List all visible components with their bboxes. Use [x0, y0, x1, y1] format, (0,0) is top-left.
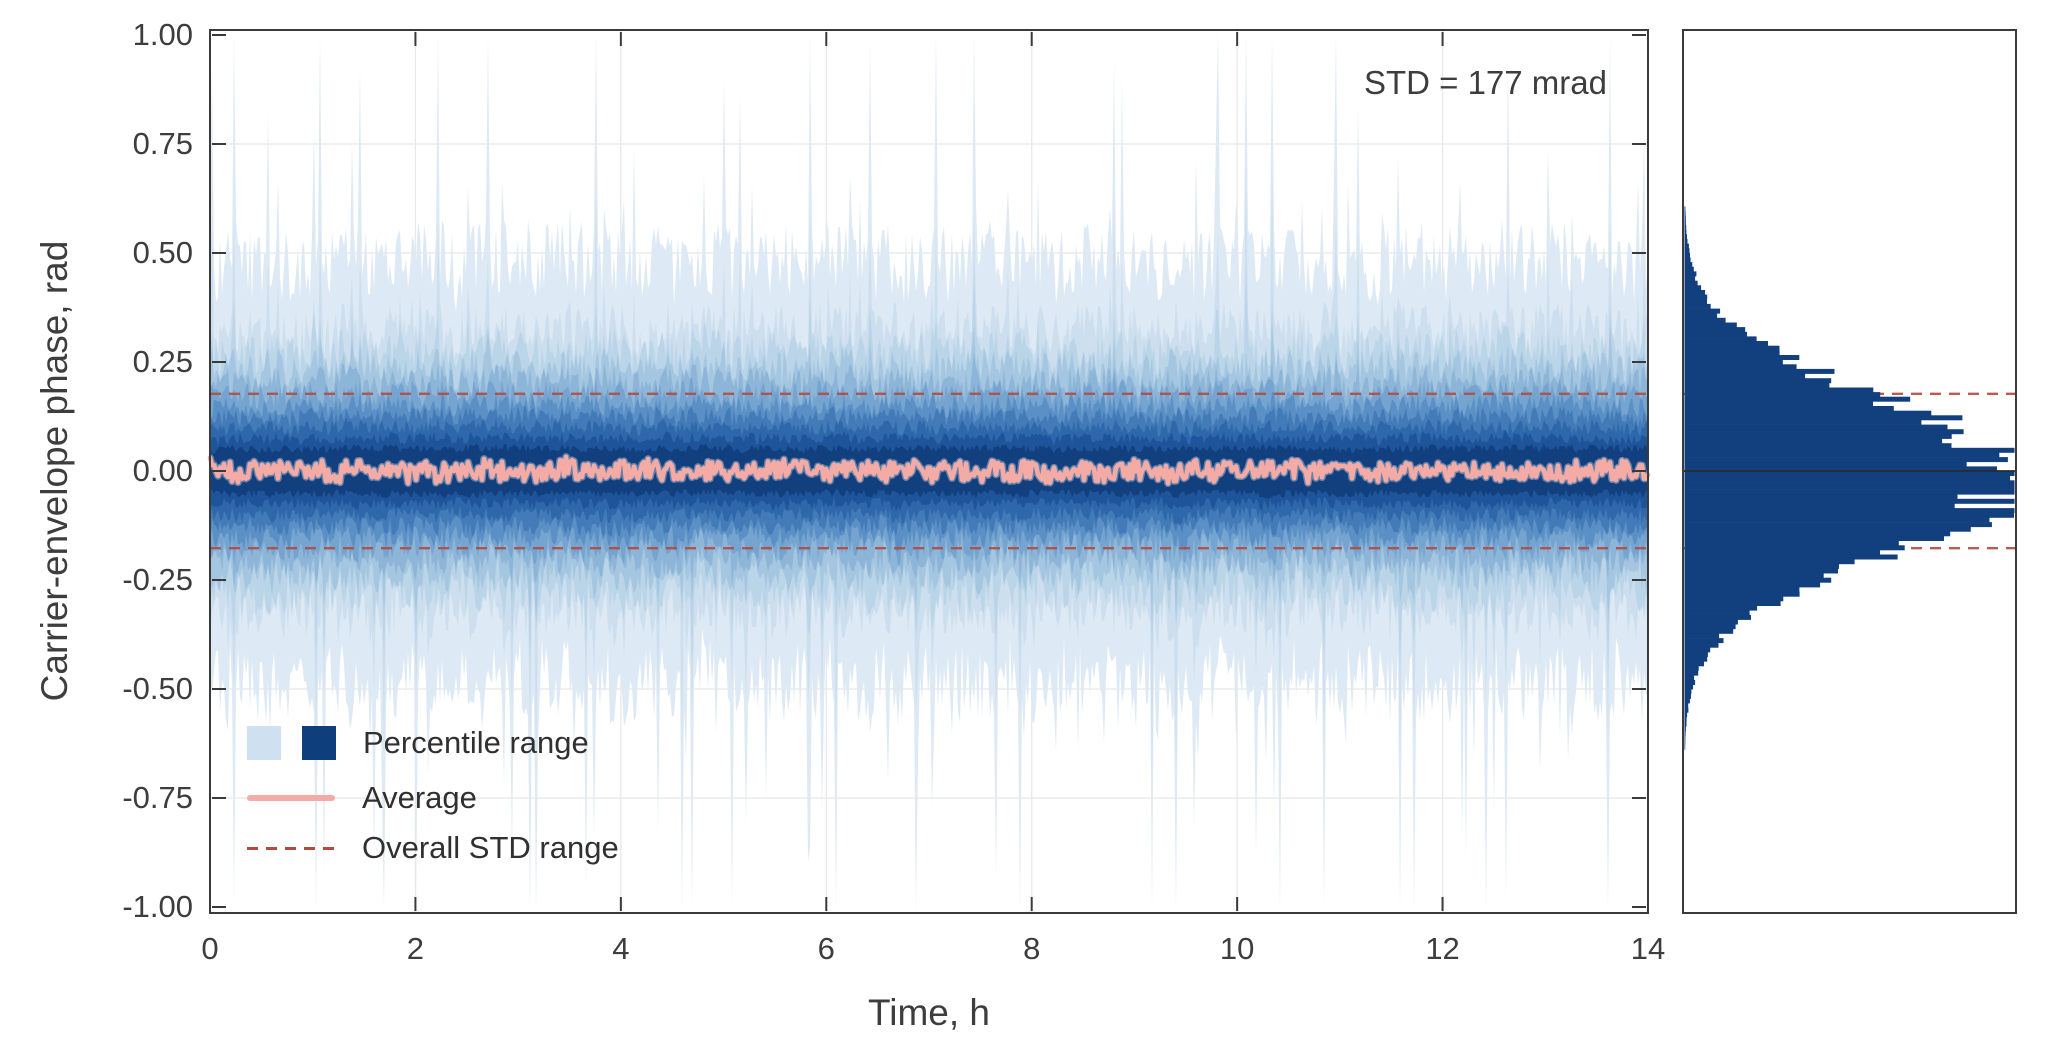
x-tick-label: 2: [406, 931, 425, 966]
legend-label-std-range: Overall STD range: [362, 830, 619, 865]
legend-item-std-range: Overall STD range: [247, 830, 619, 866]
std-annotation: STD = 177 mrad: [1363, 64, 1607, 101]
y-tick-label: 0.50: [132, 235, 193, 270]
x-tick-label: 0: [201, 931, 219, 966]
x-tick-label: 10: [1219, 931, 1255, 966]
y-tick-label: -0.75: [122, 780, 193, 815]
y-tick-label: 0.75: [132, 126, 193, 161]
y-tick-label: 0.25: [132, 344, 193, 379]
x-tick-label: 6: [817, 931, 835, 966]
percentile-dark-swatch-icon: [302, 726, 336, 760]
legend-label-average: Average: [362, 780, 477, 815]
std-dashed-line-sample-icon: [247, 846, 335, 850]
x-tick-label: 8: [1023, 931, 1041, 966]
legend-item-percentile-range: Percentile range: [247, 725, 589, 761]
y-tick-label: -0.50: [122, 671, 193, 706]
x-tick-label: 4: [612, 931, 630, 966]
x-tick-label: 14: [1630, 931, 1666, 966]
y-tick-label: -1.00: [122, 889, 193, 924]
y-tick-label: -0.25: [122, 562, 193, 597]
x-tick-label: 12: [1425, 931, 1460, 966]
average-line-sample-icon: [247, 795, 335, 801]
y-tick-label: 1.00: [132, 17, 193, 52]
percentile-light-swatch-icon: [247, 726, 281, 760]
x-axis-label: Time, h: [868, 992, 990, 1033]
legend-item-average: Average: [247, 780, 477, 816]
legend-label-percentile-range: Percentile range: [363, 725, 589, 760]
y-tick-label: 0.00: [132, 453, 193, 488]
